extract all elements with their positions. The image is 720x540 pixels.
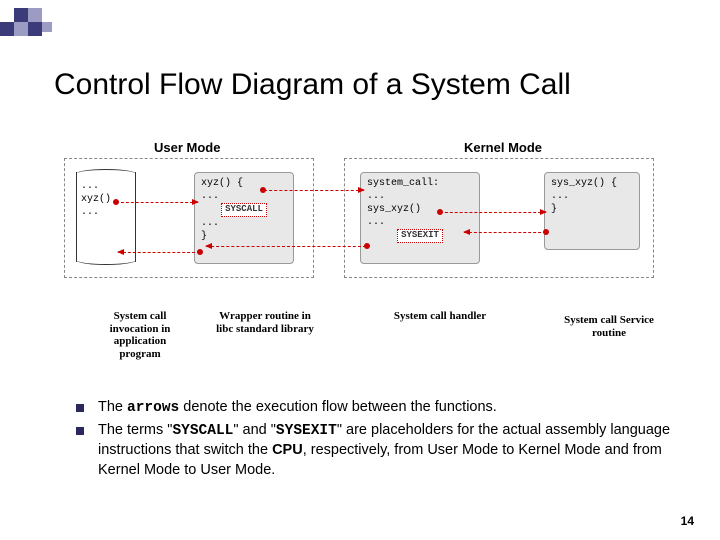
code-line: xyz()	[81, 193, 131, 206]
caption-handler: System call handler	[392, 310, 488, 323]
slide-corner-decoration	[0, 0, 80, 40]
bullet-text: The arrows denote the execution flow bet…	[98, 398, 497, 419]
bullet-list: The arrows denote the execution flow bet…	[76, 398, 690, 482]
flow-dot	[364, 243, 370, 249]
code-line: xyz() {	[201, 177, 287, 190]
code-line: ...	[81, 206, 131, 219]
sysexit-badge: SYSEXIT	[397, 229, 443, 243]
syscall-badge: SYSCALL	[221, 203, 267, 217]
app-code-box: ... xyz() ...	[76, 172, 136, 262]
flow-dot	[260, 187, 266, 193]
bullet-text: The terms "SYSCALL" and "SYSEXIT" are pl…	[98, 421, 690, 481]
code-line: ...	[81, 180, 131, 193]
code-line: system_call:	[367, 177, 473, 190]
caption-service: System call Service routine	[554, 314, 664, 339]
flow-arrow	[440, 212, 546, 213]
page-number: 14	[681, 514, 694, 528]
flow-dot	[543, 229, 549, 235]
bullet-item: The arrows denote the execution flow bet…	[76, 398, 690, 419]
handler-code-box: system_call: ... sys_xyz() ... SYSEXIT	[360, 172, 480, 264]
slide-title: Control Flow Diagram of a System Call	[54, 68, 571, 102]
wrapper-code-box: xyz() { ... SYSCALL ... }	[194, 172, 294, 264]
control-flow-diagram: User Mode Kernel Mode ... xyz() ... xyz(…	[64, 140, 664, 300]
flow-dot	[197, 249, 203, 255]
code-line: sys_xyz()	[367, 203, 473, 216]
flow-arrow	[264, 190, 364, 191]
caption-wrapper: Wrapper routine in libc standard library	[210, 310, 320, 335]
flow-arrow	[116, 202, 198, 203]
bullet-item: The terms "SYSCALL" and "SYSEXIT" are pl…	[76, 421, 690, 481]
code-line: sys_xyz() {	[551, 177, 633, 190]
flow-arrow-back	[464, 232, 546, 233]
code-line: ...	[367, 190, 473, 203]
flow-dot	[437, 209, 443, 215]
bullet-icon	[76, 427, 84, 435]
service-code-box: sys_xyz() { ... }	[544, 172, 640, 250]
flow-dot	[113, 199, 119, 205]
code-line: ...	[551, 190, 633, 203]
code-line: ...	[201, 190, 287, 203]
code-line: }	[201, 230, 287, 243]
caption-app: System call invocation in application pr…	[92, 310, 188, 361]
bullet-icon	[76, 404, 84, 412]
code-line: }	[551, 203, 633, 216]
user-mode-label: User Mode	[154, 140, 220, 155]
code-line: ...	[367, 216, 473, 229]
flow-arrow-back	[206, 246, 366, 247]
flow-arrow-back	[118, 252, 200, 253]
kernel-mode-label: Kernel Mode	[464, 140, 542, 155]
code-line: ...	[201, 217, 287, 230]
